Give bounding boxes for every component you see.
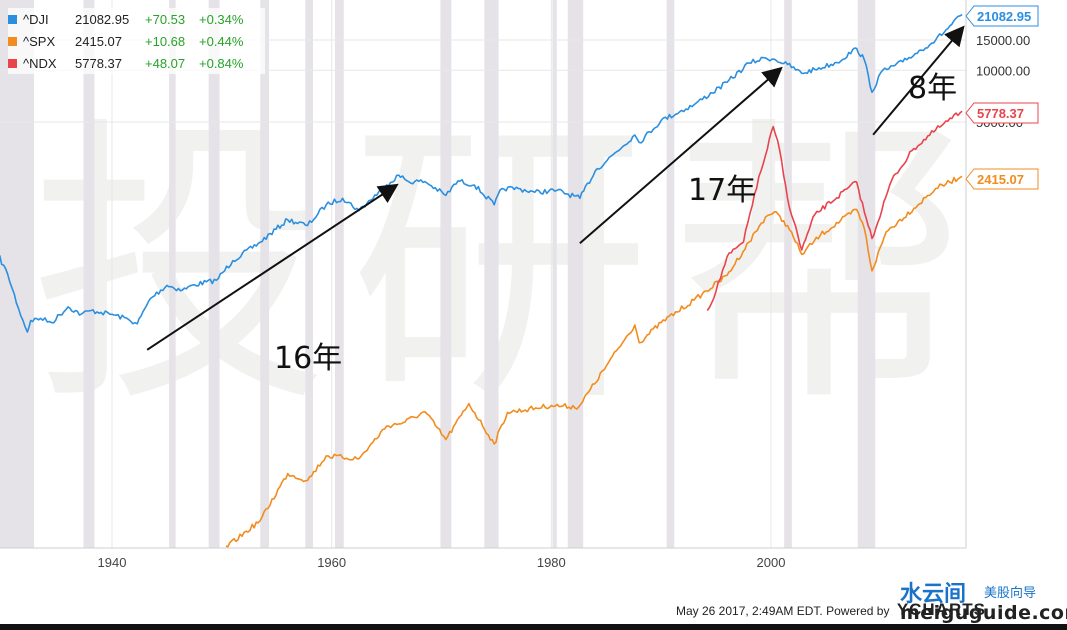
price-label-box: [965, 168, 1039, 190]
x-tick-label: 1980: [537, 555, 566, 570]
recession-band: [0, 0, 35, 548]
annotation-arrows: [146, 25, 965, 351]
legend-change: +70.53: [145, 11, 186, 27]
price-label-box: [965, 102, 1039, 124]
recession-band: [334, 0, 344, 548]
y-tick-label: 15000.00: [976, 33, 1030, 48]
series-line-spx: [225, 175, 963, 548]
recession-band: [484, 0, 499, 548]
site-url: meiguguide.com: [900, 602, 1067, 624]
legend-symbol: ^NDX: [23, 55, 57, 71]
legend-symbol: ^SPX: [23, 33, 56, 49]
price-label-text: 5778.37: [977, 106, 1024, 121]
legend-percent: +0.84%: [199, 55, 244, 71]
recession-band: [857, 0, 876, 548]
grid-lines: [0, 0, 966, 548]
recession-band: [260, 0, 270, 548]
recession-band: [567, 0, 584, 548]
price-label-text: 2415.07: [977, 172, 1024, 187]
annotation-label: 17年: [688, 173, 756, 208]
recession-band: [305, 0, 313, 548]
price-label-text: 21082.95: [977, 9, 1031, 24]
site-name: 水云间: [900, 582, 967, 607]
x-tick-label: 1960: [317, 555, 346, 570]
recession-band: [784, 0, 792, 548]
annotation-label: 16年: [274, 341, 342, 376]
legend-last-value: 2415.07: [75, 33, 122, 49]
price-labels: 21082.95 5778.37 2415.07: [965, 5, 1039, 190]
legend-last-value: 21082.95: [75, 11, 130, 27]
legend-row-dji[interactable]: ^DJI 21082.95 +70.53 +0.34%: [8, 8, 259, 30]
series-line-dji: [0, 13, 963, 333]
annotation-arrow: [146, 183, 399, 351]
price-label-box: [965, 5, 1039, 27]
legend: ^DJI 21082.95 +70.53 +0.34% ^SPX 2415.07…: [8, 8, 265, 74]
chart-footer: May 26 2017, 2:49AM EDT. Powered by YCHA…: [676, 600, 986, 620]
legend-last-value: 5778.37: [75, 55, 122, 71]
recession-band: [666, 0, 675, 548]
site-watermark-logo: 水云间 美股向导 meiguguide.com: [900, 576, 1067, 626]
recession-band: [552, 0, 557, 548]
legend-swatch-spx: [8, 36, 17, 46]
annotation-label: 8年: [908, 71, 957, 106]
x-tick-label: 1940: [98, 555, 127, 570]
annotation-arrow: [872, 25, 965, 136]
recession-band: [83, 0, 95, 548]
ycharts-logo[interactable]: YCHARTS: [896, 600, 986, 619]
legend-swatch-dji: [8, 14, 17, 24]
annotation-labels: 16年 17年 8年: [274, 71, 957, 376]
legend-change: +10.68: [145, 33, 186, 49]
legend-row-ndx[interactable]: ^NDX 5778.37 +48.07 +0.84%: [8, 52, 259, 74]
annotation-arrow: [579, 66, 783, 245]
legend-change: +48.07: [145, 55, 186, 71]
recession-bands: [0, 0, 876, 548]
x-tick-label: 2000: [757, 555, 786, 570]
legend-percent: +0.44%: [199, 33, 244, 49]
y-tick-label: 10000.00: [976, 63, 1030, 78]
recession-band: [208, 0, 220, 548]
legend-swatch-ndx: [8, 58, 17, 68]
site-tagline: 美股向导: [984, 586, 1037, 601]
footer-timestamp: May 26 2017, 2:49AM EDT.: [676, 604, 823, 618]
bottom-bar: [0, 624, 1067, 630]
legend-symbol: ^DJI: [23, 11, 49, 27]
series-lines: [0, 13, 963, 548]
legend-row-spx[interactable]: ^SPX 2415.07 +10.68 +0.44%: [8, 30, 259, 52]
footer-powered-by: Powered by: [826, 604, 890, 618]
series-line-ndx: [706, 110, 963, 311]
legend-percent: +0.34%: [199, 11, 244, 27]
recession-band: [440, 0, 452, 548]
recession-band: [169, 0, 176, 548]
